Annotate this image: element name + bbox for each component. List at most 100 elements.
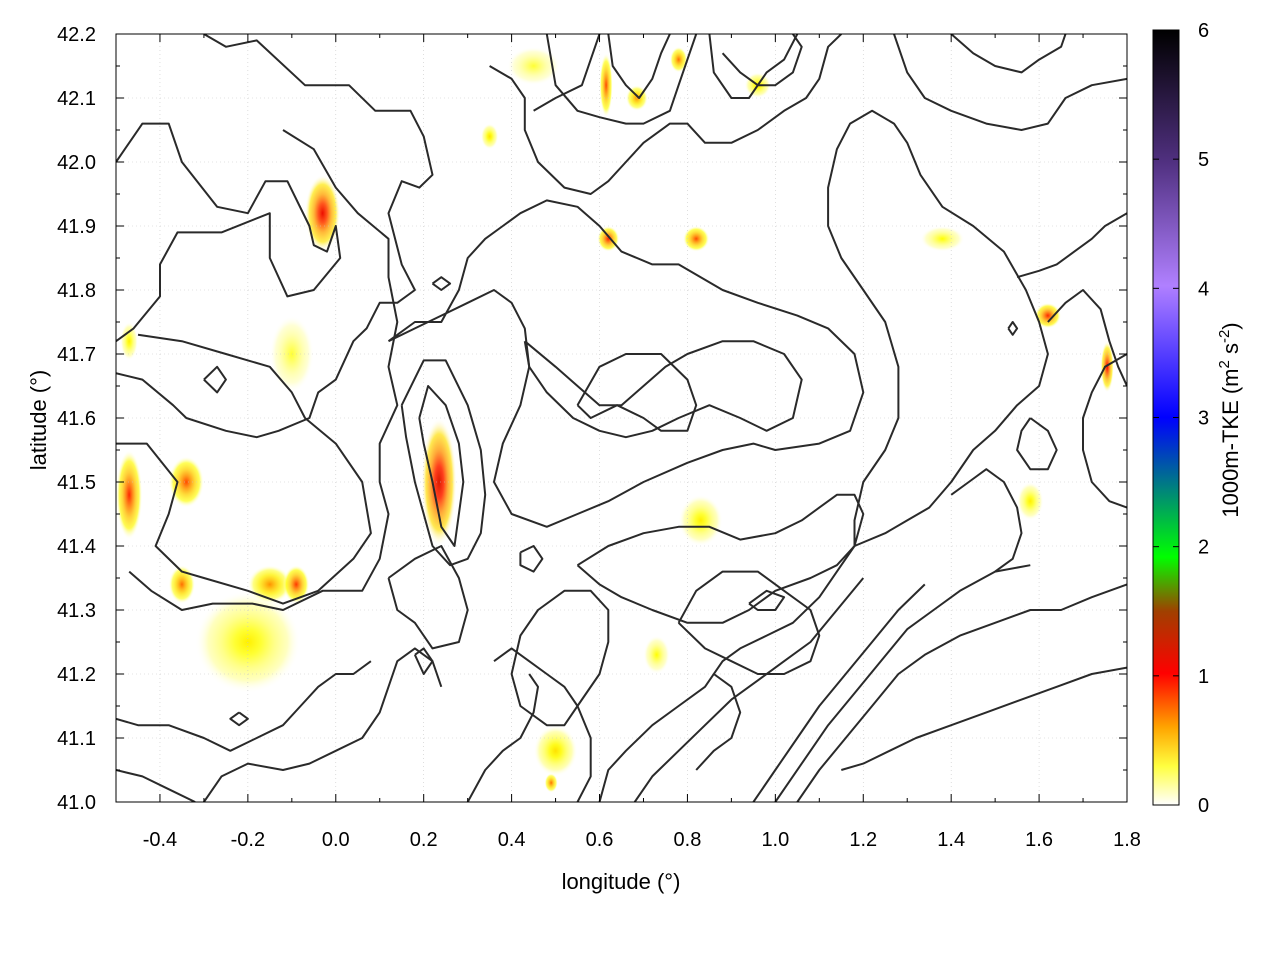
- terrain-contour: [1047, 289, 1127, 387]
- terrain-contour: [466, 673, 539, 802]
- colorbar-tick-label: 6: [1198, 20, 1209, 42]
- tke-hotspot: [1034, 302, 1062, 329]
- terrain-contour: [1016, 212, 1127, 279]
- colorbar-tick-label: 1: [1198, 666, 1209, 688]
- x-tick-label: 1.6: [1025, 829, 1053, 851]
- tke-hotspot: [120, 322, 138, 361]
- y-tick-label: 41.2: [57, 664, 96, 686]
- y-tick-label: 41.8: [57, 280, 96, 302]
- terrain-contour: [413, 647, 434, 675]
- tke-hotspot: [643, 635, 670, 674]
- terrain-contour: [387, 545, 469, 650]
- y-axis-ticks: 41.0 41.1 41.2 41.3 41.4 41.5 41.6 41.7 41.8 41.9…: [57, 24, 1127, 814]
- terrain-contour: [116, 660, 372, 752]
- colorbar-label-end: ): [1218, 322, 1243, 329]
- x-axis-ticks: -0.4 -0.2 0.0 0.2 0.4 0.6 0.8 1.0 1.2 1.4 1.6 1.8: [115, 34, 1141, 851]
- x-axis-label: longitude (°): [562, 869, 681, 894]
- tke-hotspot: [533, 725, 578, 777]
- tke-hotspot: [597, 226, 620, 252]
- x-tick-label: 0.0: [322, 829, 350, 851]
- y-tick-label: 41.3: [57, 600, 96, 622]
- colorbar-label-main: 1000m-TKE (m: [1218, 368, 1243, 517]
- terrain-contours: [116, 34, 1127, 802]
- y-tick-label: 41.9: [57, 216, 96, 238]
- terrain-contour: [203, 365, 227, 394]
- terrain-contour: [677, 570, 821, 675]
- x-tick-label: 1.0: [761, 829, 789, 851]
- colorbar-ticks: 0 1 2 3 4 5 6: [1153, 20, 1209, 817]
- tke-hotspot: [283, 565, 310, 604]
- colorbar-tick-label: 2: [1198, 537, 1209, 559]
- tke-hotspot: [507, 46, 560, 86]
- terrain-contour: [708, 34, 799, 99]
- terrain-contour: [841, 666, 1127, 771]
- tke-hotspot: [599, 53, 613, 118]
- x-tick-label: -0.2: [231, 829, 265, 851]
- tke-heat-layer: [116, 46, 1114, 793]
- colorbar-tick-label: 4: [1198, 278, 1209, 300]
- terrain-contour: [128, 129, 399, 611]
- terrain-contour: [827, 109, 1049, 547]
- terrain-contour: [229, 711, 249, 727]
- terrain-contour: [721, 34, 803, 87]
- terrain-contour: [748, 589, 786, 611]
- colorbar-label-sup1: 2: [1216, 360, 1233, 368]
- y-tick-label: 42.0: [57, 152, 96, 174]
- tke-hotspot: [1017, 482, 1044, 521]
- tke-hotspot: [421, 418, 457, 546]
- x-tick-label: 0.8: [674, 829, 702, 851]
- terrain-contour: [519, 545, 544, 573]
- colorbar-tick-label: 0: [1198, 795, 1209, 817]
- tke-hotspot: [544, 773, 558, 793]
- terrain-contour: [607, 34, 671, 99]
- y-tick-label: 41.6: [57, 408, 96, 430]
- colorbar-label-sup2: -2: [1216, 330, 1233, 343]
- terrain-contour: [695, 673, 742, 771]
- colorbar-tick-label: 3: [1198, 408, 1209, 430]
- terrain-contour: [116, 769, 196, 802]
- y-tick-label: 42.1: [57, 88, 96, 110]
- terrain-contour: [576, 493, 865, 624]
- y-tick-label: 41.1: [57, 728, 96, 750]
- terrain-contour: [598, 545, 856, 802]
- tke-hotspot: [1100, 341, 1114, 393]
- terrain-contour: [950, 468, 1023, 573]
- y-tick-label: 41.0: [57, 792, 96, 814]
- terrain-contour: [1082, 353, 1127, 509]
- x-tick-label: 0.6: [586, 829, 614, 851]
- terrain-contour: [950, 34, 1067, 74]
- y-tick-label: 41.5: [57, 472, 96, 494]
- tke-hotspot: [168, 565, 196, 604]
- colorbar-label-mid: s: [1218, 343, 1243, 360]
- tke-hotspot: [116, 450, 143, 540]
- terrain-contour: [493, 647, 592, 802]
- terrain-contour: [116, 122, 342, 343]
- x-tick-label: 0.2: [410, 829, 438, 851]
- tke-hotspot: [480, 123, 499, 150]
- tke-hotspot: [669, 46, 688, 73]
- terrain-contour: [418, 385, 465, 547]
- terrain-contour: [203, 647, 443, 802]
- tke-hotspot: [678, 494, 723, 546]
- terrain-contour: [752, 583, 926, 802]
- terrain-contour: [489, 34, 842, 195]
- y-axis-label: latitude (°): [26, 370, 51, 471]
- terrain-contour: [400, 359, 487, 567]
- terrain-contour: [796, 583, 1127, 802]
- y-tick-label: 41.7: [57, 344, 96, 366]
- terrain-contour: [545, 34, 698, 125]
- terrain-contour: [1007, 321, 1019, 336]
- terrain-contour: [633, 577, 865, 802]
- terrain-contour: [116, 34, 434, 439]
- y-tick-label: 42.2: [57, 24, 96, 46]
- terrain-contour: [510, 589, 610, 727]
- x-tick-label: 0.4: [498, 829, 526, 851]
- terrain-contour: [774, 564, 1031, 802]
- terrain-contour: [1016, 417, 1058, 471]
- tke-hotspot: [683, 226, 710, 252]
- terrain-contour: [387, 199, 865, 528]
- terrain-contour: [893, 34, 1127, 131]
- tke-hotspot: [305, 174, 341, 252]
